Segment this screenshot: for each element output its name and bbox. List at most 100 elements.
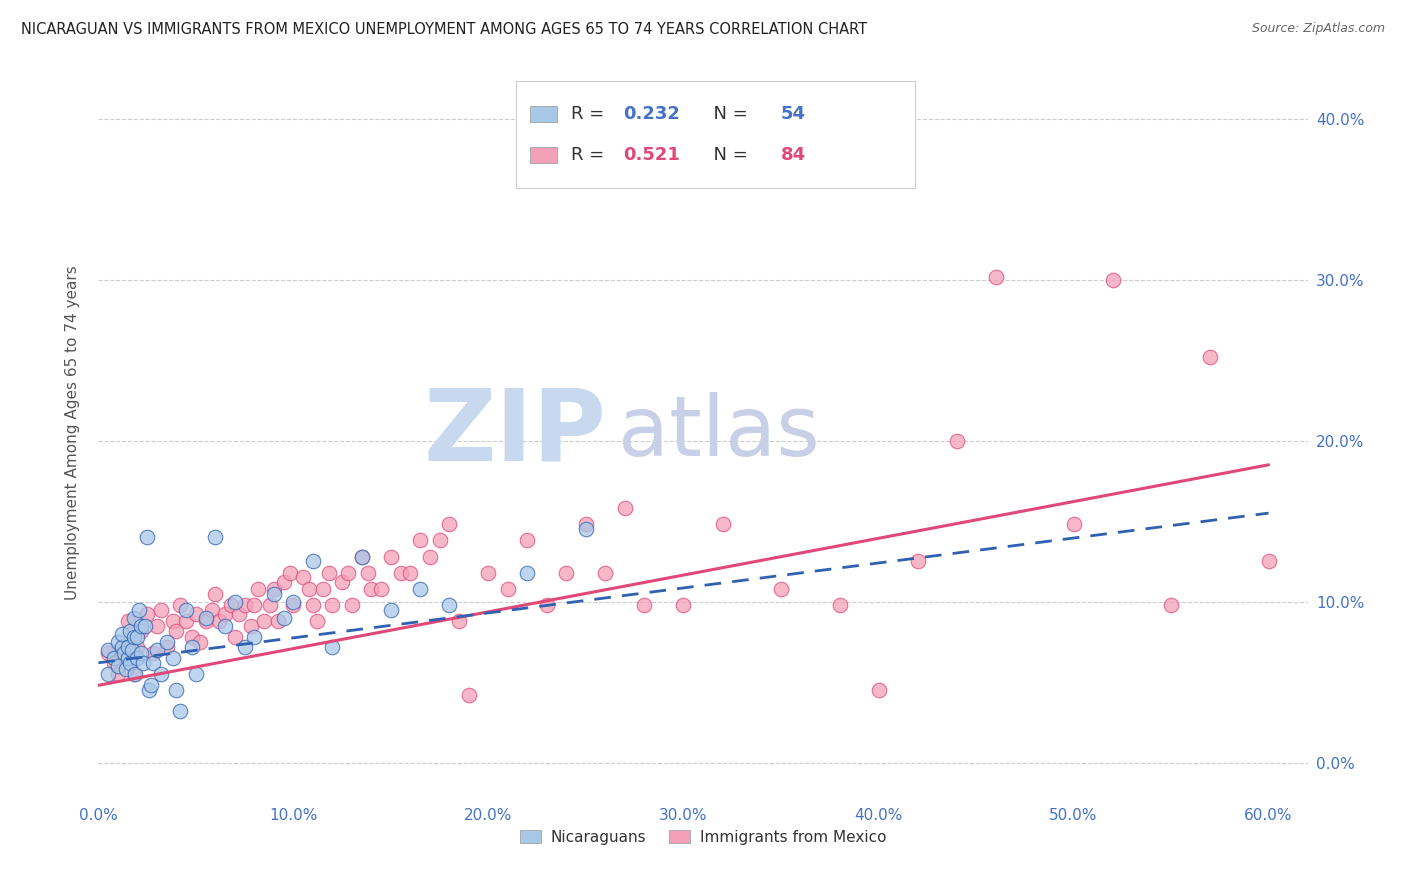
Point bbox=[169, 598, 191, 612]
Point bbox=[149, 602, 172, 616]
Point bbox=[228, 607, 250, 622]
Point bbox=[111, 643, 134, 657]
Point bbox=[214, 619, 236, 633]
Point bbox=[419, 549, 441, 564]
Point bbox=[575, 522, 598, 536]
Text: 84: 84 bbox=[780, 146, 806, 164]
Point bbox=[184, 667, 207, 681]
Point bbox=[496, 582, 519, 596]
FancyBboxPatch shape bbox=[530, 106, 557, 122]
Point bbox=[536, 598, 558, 612]
Point bbox=[124, 667, 146, 681]
Point bbox=[283, 598, 305, 612]
Point bbox=[337, 566, 360, 580]
Point bbox=[233, 640, 256, 654]
Point bbox=[165, 683, 187, 698]
Point bbox=[107, 659, 129, 673]
Point bbox=[118, 656, 141, 670]
Point bbox=[181, 640, 204, 654]
Legend: Nicaraguans, Immigrants from Mexico: Nicaraguans, Immigrants from Mexico bbox=[513, 823, 893, 851]
Point bbox=[184, 607, 207, 622]
Point bbox=[239, 619, 262, 633]
Point bbox=[127, 651, 149, 665]
Point bbox=[156, 640, 179, 654]
Text: R =: R = bbox=[571, 146, 610, 164]
Text: ZIP: ZIP bbox=[423, 384, 606, 481]
Point bbox=[224, 594, 246, 608]
Point bbox=[321, 598, 343, 612]
Point bbox=[429, 533, 451, 548]
Point bbox=[302, 554, 325, 568]
Point bbox=[188, 635, 211, 649]
Point bbox=[162, 651, 184, 665]
Point bbox=[409, 582, 432, 596]
Point bbox=[380, 549, 402, 564]
Point bbox=[330, 575, 353, 590]
Point bbox=[1160, 598, 1182, 612]
Point bbox=[127, 630, 149, 644]
Point bbox=[97, 646, 120, 660]
Point bbox=[139, 678, 162, 692]
Point bbox=[312, 582, 335, 596]
Point bbox=[243, 598, 266, 612]
Text: N =: N = bbox=[702, 146, 754, 164]
Text: 0.521: 0.521 bbox=[623, 146, 681, 164]
Point bbox=[194, 614, 217, 628]
Point bbox=[292, 570, 315, 584]
FancyBboxPatch shape bbox=[530, 147, 557, 163]
Point bbox=[321, 640, 343, 654]
Point bbox=[259, 598, 281, 612]
Point bbox=[224, 630, 246, 644]
Point bbox=[131, 624, 153, 638]
Point bbox=[233, 598, 256, 612]
Point bbox=[97, 667, 120, 681]
Point bbox=[134, 619, 156, 633]
Text: N =: N = bbox=[702, 105, 754, 123]
Text: atlas: atlas bbox=[619, 392, 820, 473]
Point bbox=[117, 651, 139, 665]
Text: 54: 54 bbox=[780, 105, 806, 123]
Point bbox=[399, 566, 422, 580]
Point bbox=[350, 549, 373, 564]
Point bbox=[128, 602, 150, 616]
Point bbox=[247, 582, 270, 596]
Point bbox=[204, 586, 226, 600]
Point bbox=[132, 656, 155, 670]
Point bbox=[907, 554, 929, 568]
Point bbox=[162, 614, 184, 628]
Point bbox=[117, 640, 139, 654]
Point bbox=[243, 630, 266, 644]
Point bbox=[253, 614, 276, 628]
Point bbox=[118, 624, 141, 638]
Point bbox=[340, 598, 363, 612]
Point bbox=[356, 566, 378, 580]
Point bbox=[131, 619, 153, 633]
Point bbox=[122, 667, 145, 681]
Point bbox=[114, 662, 136, 676]
Point bbox=[112, 646, 135, 660]
Point bbox=[156, 635, 179, 649]
Point bbox=[107, 635, 129, 649]
Point bbox=[516, 533, 538, 548]
Point bbox=[127, 640, 149, 654]
Point bbox=[273, 610, 295, 624]
Text: NICARAGUAN VS IMMIGRANTS FROM MEXICO UNEMPLOYMENT AMONG AGES 65 TO 74 YEARS CORR: NICARAGUAN VS IMMIGRANTS FROM MEXICO UNE… bbox=[21, 22, 868, 37]
Point bbox=[165, 624, 187, 638]
Point bbox=[111, 640, 134, 654]
Point bbox=[146, 619, 169, 633]
Point bbox=[103, 651, 125, 665]
Point bbox=[273, 575, 295, 590]
Point bbox=[169, 704, 191, 718]
Point bbox=[194, 610, 217, 624]
Point bbox=[278, 566, 301, 580]
Point bbox=[1101, 273, 1123, 287]
Point bbox=[97, 643, 120, 657]
Point bbox=[516, 566, 538, 580]
Point bbox=[945, 434, 967, 448]
Point bbox=[711, 517, 734, 532]
Point bbox=[409, 533, 432, 548]
Point bbox=[103, 656, 125, 670]
Point bbox=[142, 656, 165, 670]
Point bbox=[595, 566, 617, 580]
Point bbox=[380, 602, 402, 616]
